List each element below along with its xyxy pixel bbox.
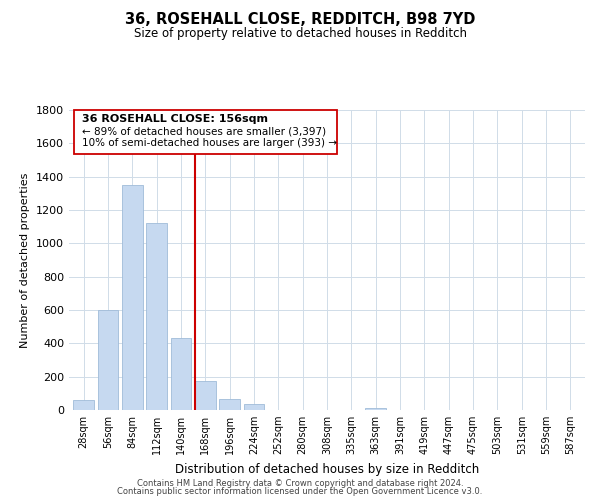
Bar	[122, 185, 143, 410]
Text: 10% of semi-detached houses are larger (393) →: 10% of semi-detached houses are larger (…	[82, 138, 337, 147]
Text: 36, ROSEHALL CLOSE, REDDITCH, B98 7YD: 36, ROSEHALL CLOSE, REDDITCH, B98 7YD	[125, 12, 475, 28]
Text: ← 89% of detached houses are smaller (3,397): ← 89% of detached houses are smaller (3,…	[82, 126, 326, 136]
Bar	[244, 404, 265, 410]
X-axis label: Distribution of detached houses by size in Redditch: Distribution of detached houses by size …	[175, 462, 479, 475]
Bar	[146, 224, 167, 410]
Bar	[365, 408, 386, 410]
Bar	[195, 381, 215, 410]
Bar	[98, 310, 118, 410]
FancyBboxPatch shape	[74, 110, 337, 154]
Text: Contains HM Land Registry data © Crown copyright and database right 2024.: Contains HM Land Registry data © Crown c…	[137, 478, 463, 488]
Text: Size of property relative to detached houses in Redditch: Size of property relative to detached ho…	[133, 28, 467, 40]
Bar	[73, 400, 94, 410]
Bar	[170, 338, 191, 410]
Bar	[219, 399, 240, 410]
Text: 36 ROSEHALL CLOSE: 156sqm: 36 ROSEHALL CLOSE: 156sqm	[82, 114, 268, 124]
Y-axis label: Number of detached properties: Number of detached properties	[20, 172, 31, 348]
Text: Contains public sector information licensed under the Open Government Licence v3: Contains public sector information licen…	[118, 487, 482, 496]
